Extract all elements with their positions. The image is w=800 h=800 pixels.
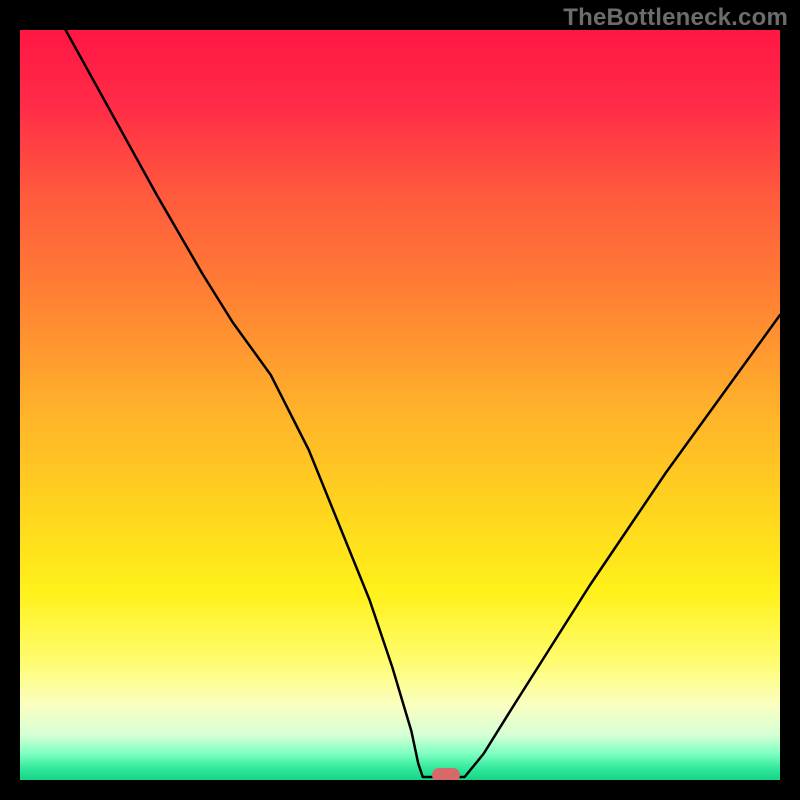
plot-area [20,30,780,780]
optimum-marker [432,768,460,780]
watermark-text: TheBottleneck.com [563,4,788,32]
chart-frame: TheBottleneck.com [0,0,800,800]
bottleneck-curve [20,30,780,780]
